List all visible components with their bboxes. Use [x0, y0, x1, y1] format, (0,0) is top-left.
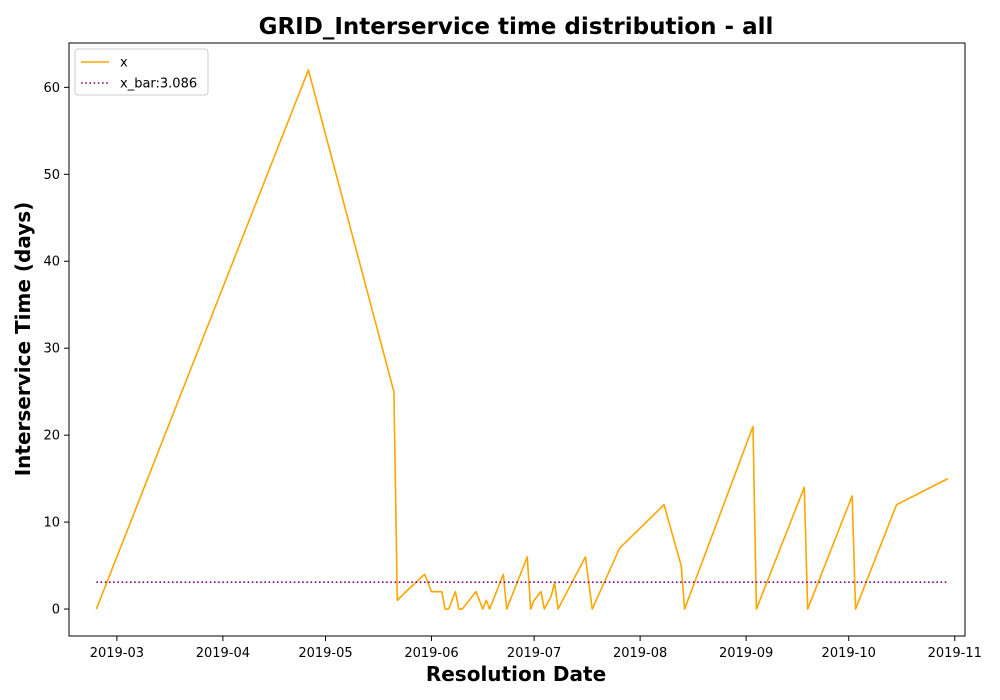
legend-label-1: x [120, 56, 128, 71]
y-tick-label: 10 [43, 516, 60, 531]
y-tick-label: 30 [43, 342, 60, 357]
x-tick-label: 2019-03 [90, 646, 144, 661]
x-tick-label: 2019-07 [507, 646, 561, 661]
legend-box [74, 48, 209, 96]
chart-title: GRID_Interservice time distribution - al… [259, 14, 774, 40]
x-tick-label: 2019-11 [928, 646, 982, 661]
x-tick-label: 2019-04 [196, 646, 250, 661]
x-axis-label: Resolution Date [426, 662, 606, 686]
plot-frame [68, 42, 966, 637]
x-tick-label: 2019-08 [613, 646, 667, 661]
x-tick-label: 2019-06 [404, 646, 458, 661]
x-tick-label: 2019-10 [822, 646, 876, 661]
legend-label-2: x_bar:3.086 [120, 77, 197, 92]
x-tick-label: 2019-05 [298, 646, 352, 661]
y-tick-label: 40 [43, 255, 60, 270]
series-line-1 [95, 69, 949, 610]
y-tick-label: 50 [43, 168, 60, 183]
y-tick-label: 0 [52, 603, 60, 618]
x-tick-label: 2019-09 [719, 646, 773, 661]
y-tick-label: 60 [43, 81, 60, 96]
y-axis-label: Interservice Time (days) [11, 202, 35, 477]
y-tick-label: 20 [43, 429, 60, 444]
